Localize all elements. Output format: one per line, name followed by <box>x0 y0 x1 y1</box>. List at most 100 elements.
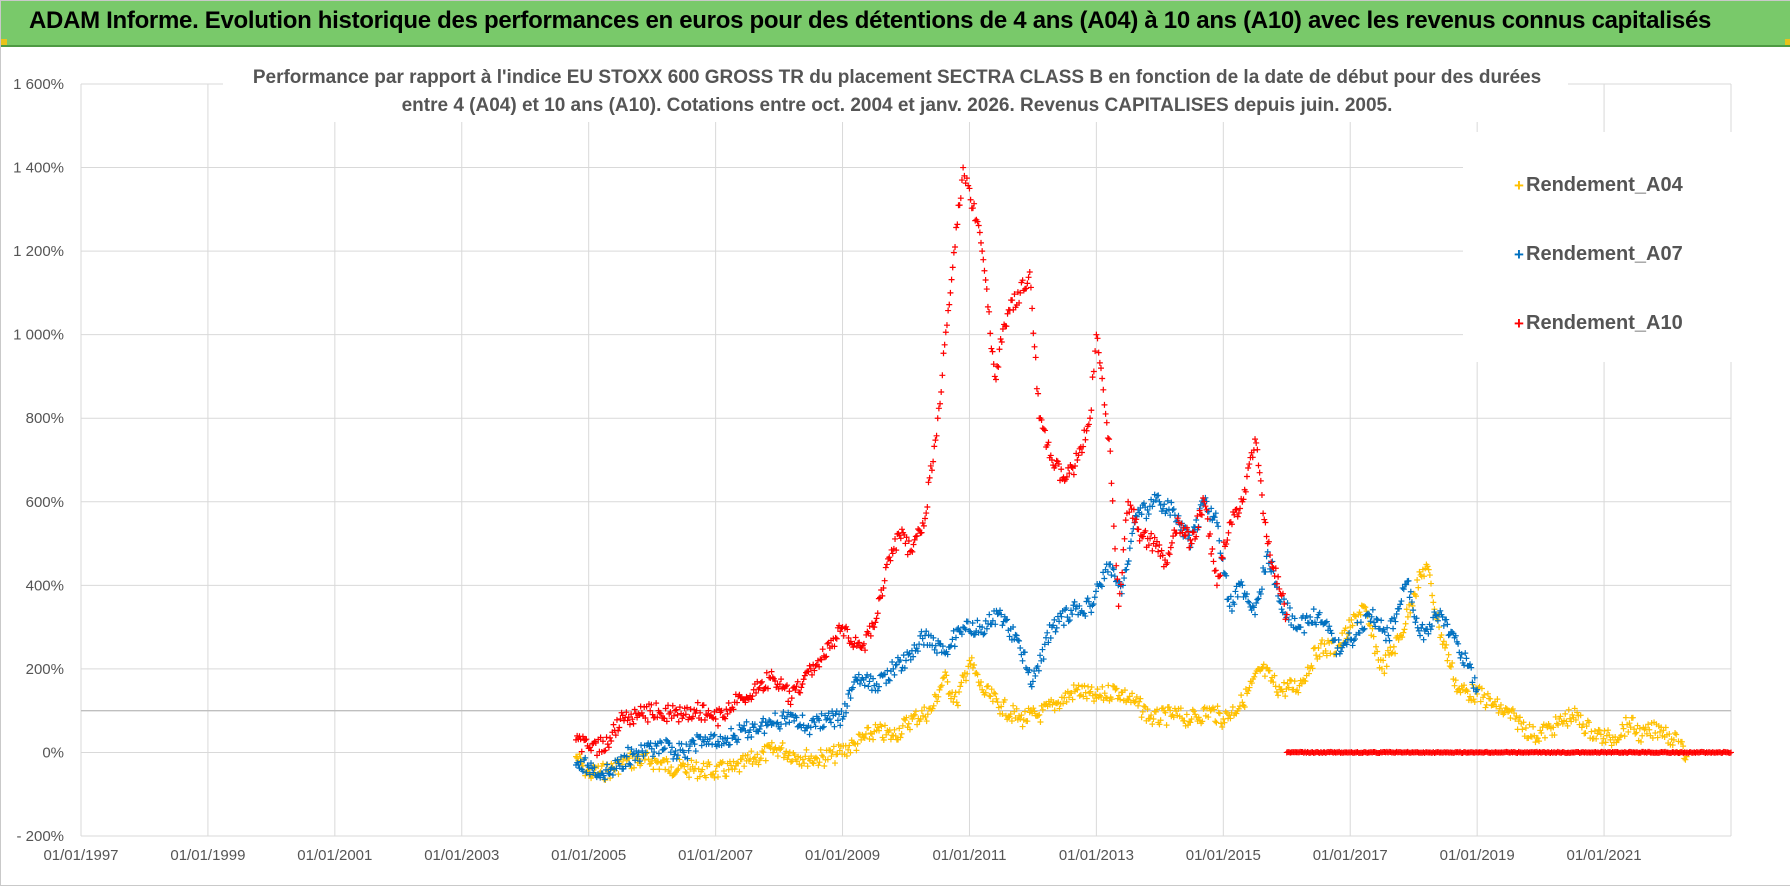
data-point <box>855 671 862 678</box>
data-point <box>1140 500 1147 507</box>
data-point <box>1187 719 1194 726</box>
data-point <box>1601 727 1608 734</box>
data-point <box>987 330 994 337</box>
data-point <box>658 739 665 746</box>
data-point <box>990 361 997 368</box>
data-point <box>1190 529 1197 536</box>
data-point <box>1104 568 1111 575</box>
data-point <box>972 631 979 638</box>
data-point <box>664 758 671 765</box>
data-point <box>936 640 943 647</box>
data-point <box>1643 730 1650 737</box>
data-point <box>957 683 964 690</box>
data-point <box>1045 639 1052 646</box>
data-point <box>1417 632 1424 639</box>
data-point <box>1193 516 1200 523</box>
data-point <box>1069 611 1076 618</box>
data-point <box>1577 712 1584 719</box>
data-point <box>642 749 649 756</box>
data-point <box>705 707 712 714</box>
data-point <box>1009 297 1016 304</box>
data-point <box>782 683 789 690</box>
data-point <box>1526 721 1533 728</box>
data-point <box>1319 637 1326 644</box>
data-point <box>1102 410 1109 417</box>
data-point <box>1006 633 1013 640</box>
data-point <box>1160 705 1167 712</box>
data-point <box>829 748 836 755</box>
data-point <box>1095 349 1102 356</box>
data-point <box>1130 506 1137 513</box>
data-point <box>1053 624 1060 631</box>
data-point <box>1673 731 1680 738</box>
data-point <box>1662 724 1669 731</box>
data-point <box>968 654 975 661</box>
data-point <box>1408 599 1415 606</box>
data-point <box>949 264 956 271</box>
data-point <box>982 689 989 696</box>
data-point <box>991 373 998 380</box>
data-point <box>1645 721 1652 728</box>
data-point <box>1110 566 1117 573</box>
data-point <box>1165 704 1172 711</box>
data-point <box>847 749 854 756</box>
data-point <box>1600 735 1607 742</box>
data-point <box>1178 520 1185 527</box>
data-point <box>897 734 904 741</box>
data-point <box>1625 728 1632 735</box>
data-point <box>995 364 1002 371</box>
data-point <box>1305 670 1312 677</box>
data-point <box>1231 511 1238 518</box>
data-point <box>751 721 758 728</box>
data-point <box>1283 611 1290 618</box>
data-point <box>816 759 823 766</box>
data-point <box>1271 672 1278 679</box>
y-tick-label: - 200% <box>16 828 64 845</box>
data-point <box>886 677 893 684</box>
data-point <box>1112 545 1119 552</box>
data-point <box>1351 636 1358 643</box>
data-point <box>1219 554 1226 561</box>
data-point <box>1188 716 1195 723</box>
data-point <box>938 389 945 396</box>
data-point <box>1055 461 1062 468</box>
data-point <box>881 671 888 678</box>
data-point <box>1365 610 1372 617</box>
data-point <box>1051 707 1058 714</box>
data-point <box>1445 651 1452 658</box>
data-point <box>582 736 589 743</box>
data-point <box>1534 735 1541 742</box>
data-point <box>1129 515 1136 522</box>
data-point <box>1270 679 1277 686</box>
data-point <box>670 712 677 719</box>
data-point <box>911 711 918 718</box>
data-point <box>1087 688 1094 695</box>
data-point <box>1474 686 1481 693</box>
data-point <box>1158 547 1165 554</box>
data-point <box>981 630 988 637</box>
data-point <box>1256 469 1263 476</box>
data-point <box>1357 611 1364 618</box>
data-point <box>1050 622 1057 629</box>
data-point <box>604 741 611 748</box>
data-point <box>1348 616 1355 623</box>
data-point <box>854 740 861 747</box>
data-point <box>807 665 814 672</box>
data-point <box>1381 670 1388 677</box>
data-point <box>1210 558 1217 565</box>
data-point <box>712 716 719 723</box>
data-point <box>1405 577 1412 584</box>
data-point <box>1039 706 1046 713</box>
data-point <box>880 736 887 743</box>
data-point <box>1017 289 1024 296</box>
data-point <box>1425 566 1432 573</box>
data-point <box>748 734 755 741</box>
data-point <box>941 341 948 348</box>
data-point <box>768 739 775 746</box>
data-point <box>1620 725 1627 732</box>
data-point <box>1010 702 1017 709</box>
data-point <box>1261 673 1268 680</box>
data-point <box>1242 593 1249 600</box>
data-point <box>594 752 601 759</box>
data-point <box>1242 488 1249 495</box>
